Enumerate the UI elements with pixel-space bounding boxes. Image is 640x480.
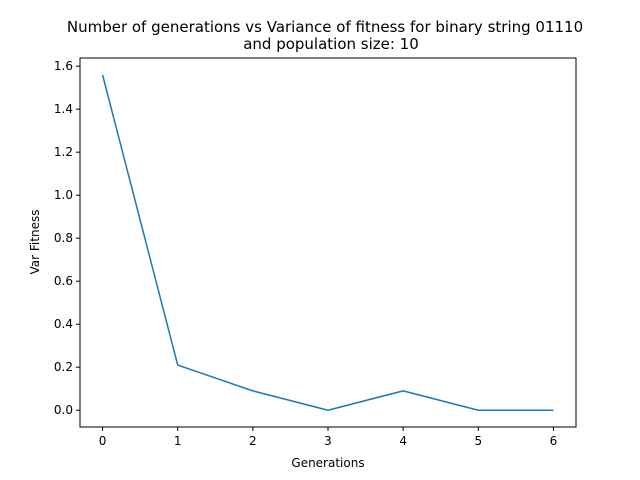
- chart-title-line-2: and population size: 10: [243, 35, 419, 53]
- plot-area: [79, 57, 577, 428]
- x-tick-label: 2: [249, 434, 257, 448]
- chart-title-line-1: Number of generations vs Variance of fit…: [67, 18, 583, 36]
- x-tick-label: 1: [174, 434, 182, 448]
- plot-background: [80, 58, 576, 427]
- y-tick-label: 1.2: [54, 145, 73, 159]
- series-layer: [101, 74, 554, 411]
- x-tick-label: 6: [550, 434, 558, 448]
- y-tick-label: 0.8: [54, 231, 73, 245]
- y-axis-label: Var Fitness: [28, 210, 42, 275]
- series-line: [101, 74, 554, 411]
- x-tick-label: 0: [99, 434, 107, 448]
- y-tick-label: 1.0: [54, 188, 73, 202]
- x-tick-label: 5: [474, 434, 482, 448]
- x-tick-label: 3: [324, 434, 332, 448]
- x-axis-label: Generations: [291, 456, 364, 470]
- y-axis-ticks: 0.0 0.2 0.4 0.6 0.8 1.0 1.2 1.4 1.6: [54, 59, 80, 417]
- y-tick-label: 0.0: [54, 403, 73, 417]
- x-tick-label: 4: [399, 434, 407, 448]
- y-tick-label: 1.4: [54, 102, 73, 116]
- y-tick-label: 0.6: [54, 274, 73, 288]
- chart-title: Number of generations vs Variance of fit…: [67, 18, 583, 53]
- y-tick-label: 0.2: [54, 360, 73, 374]
- y-tick-label: 0.4: [54, 317, 73, 331]
- y-tick-label: 1.6: [54, 59, 73, 73]
- x-axis-ticks: 0 1 2 3 4 5 6: [99, 427, 558, 448]
